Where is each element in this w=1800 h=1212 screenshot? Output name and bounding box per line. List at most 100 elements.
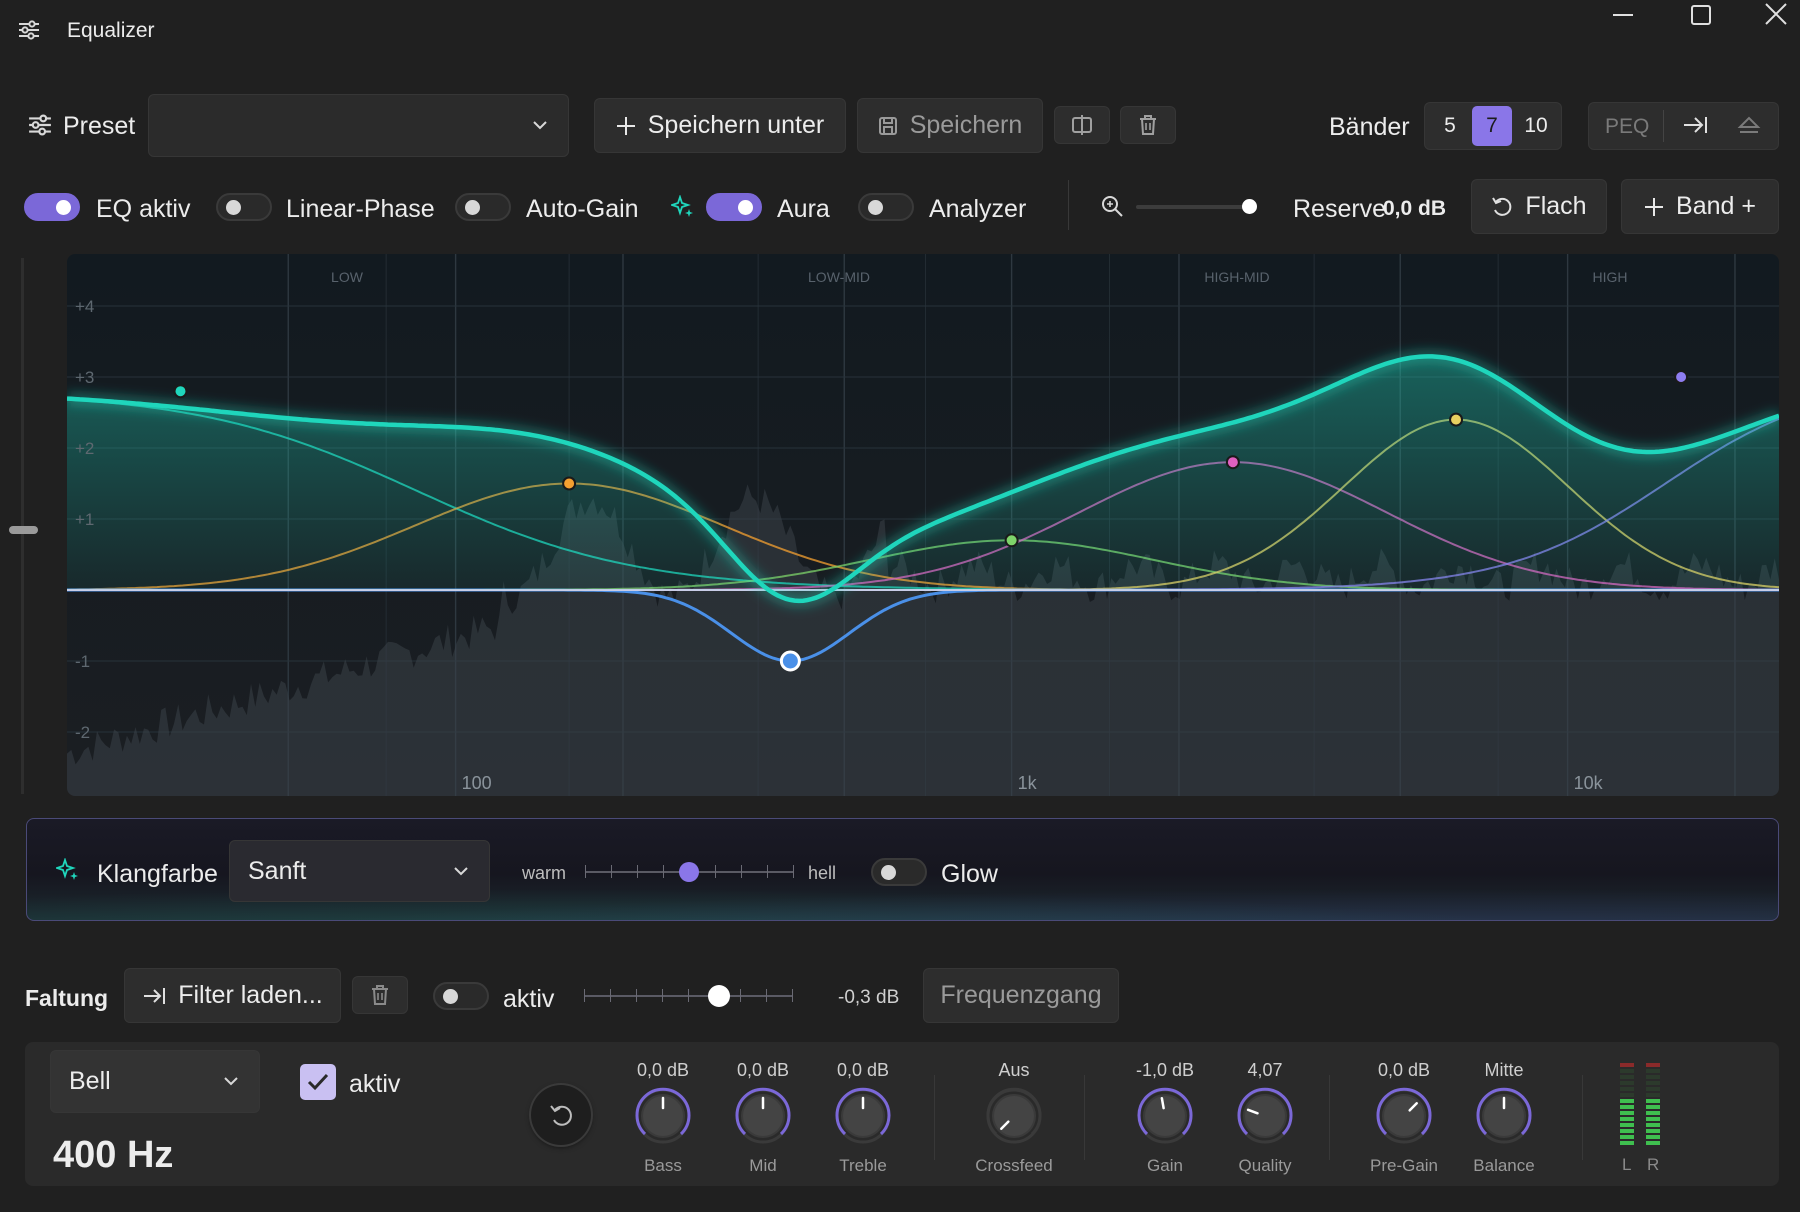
equalizer-settings-icon[interactable]	[18, 20, 40, 40]
band-handle-3[interactable]	[779, 650, 801, 672]
meter-segment	[1620, 1117, 1634, 1121]
knob-value: Aus	[998, 1060, 1030, 1080]
compare-button[interactable]	[1054, 106, 1110, 144]
band-handle-4[interactable]	[1004, 533, 1019, 548]
delete-filter-button[interactable]	[352, 976, 408, 1014]
x-tick-label: 10k	[1574, 773, 1604, 793]
knob-value: 0,0 dB	[636, 1060, 690, 1080]
close-icon	[1765, 3, 1787, 25]
total-curve	[67, 354, 1779, 604]
slider-tick	[741, 865, 742, 878]
zoom-slider-thumb[interactable]	[1242, 199, 1257, 214]
maximize-button[interactable]	[1685, 0, 1715, 30]
band-active-checkbox[interactable]	[300, 1064, 336, 1100]
timbre-dropdown[interactable]: Sanft	[229, 840, 490, 902]
band-count-7[interactable]: 7	[1472, 106, 1512, 146]
band-reset-button[interactable]	[531, 1085, 591, 1145]
y-tick-label: -1	[75, 652, 90, 671]
save-as-label: Speichern unter	[647, 111, 825, 139]
preset-dropdown[interactable]	[148, 94, 569, 157]
frequency-response-button[interactable]: Frequenzgang	[923, 968, 1119, 1023]
flat-button[interactable]: Flach	[1471, 179, 1607, 234]
glow-toggle[interactable]	[871, 858, 927, 886]
band-handle-5[interactable]	[1225, 455, 1240, 470]
zoom-slider[interactable]	[1136, 199, 1257, 214]
window-title: Equalizer	[67, 19, 155, 42]
save-button[interactable]: Speichern	[857, 98, 1043, 153]
meter-segment	[1646, 1063, 1660, 1067]
bands-label: Bänder	[1329, 113, 1410, 141]
filter-type-dropdown[interactable]: Bell	[50, 1050, 260, 1113]
timbre-label: Klangfarbe	[97, 860, 218, 888]
eq-graph[interactable]: LOW LOW-MID HIGH-MID HIGH +4 +3 +2 +1 -1 -2 100 1k 1…	[67, 254, 1779, 796]
knob-divider	[934, 1075, 935, 1160]
eq-active-toggle[interactable]	[24, 193, 80, 221]
save-as-button[interactable]: Speichern unter	[594, 98, 846, 153]
band-count-5[interactable]: 5	[1444, 114, 1456, 137]
timbre-warm-label: warm	[522, 863, 566, 883]
band-count-10[interactable]: 10	[1524, 114, 1548, 137]
eq-graph-canvas[interactable]: LOW LOW-MID HIGH-MID HIGH +4 +3 +2 +1 -1 -2 100 1k 1…	[67, 254, 1779, 796]
knob-name: Gain	[1147, 1156, 1183, 1175]
meter-segment	[1620, 1093, 1634, 1097]
knob-crossfeed[interactable]	[984, 1086, 1044, 1146]
band-frequency[interactable]: 400 Hz	[53, 1134, 174, 1176]
export-arrow-icon[interactable]	[1682, 114, 1708, 136]
knob-bass[interactable]	[633, 1086, 693, 1146]
undo-icon	[550, 1105, 572, 1126]
knob-value: 0,0 dB	[736, 1060, 790, 1080]
slider-tick	[610, 989, 611, 1002]
chevron-down-icon	[533, 121, 547, 130]
trash-icon	[372, 985, 388, 1005]
minimize-button[interactable]	[1608, 0, 1638, 30]
import-arrow-icon	[144, 987, 166, 1004]
knob-gain[interactable]	[1135, 1086, 1195, 1146]
band-handle-7[interactable]	[1674, 370, 1689, 384]
delete-preset-button[interactable]	[1120, 106, 1176, 144]
knob-divider	[1329, 1075, 1330, 1160]
close-button[interactable]	[1760, 0, 1792, 32]
meter-segment	[1620, 1111, 1634, 1115]
checkmark-icon	[307, 1073, 329, 1091]
glow-label: Glow	[941, 860, 998, 888]
meter-segment	[1620, 1081, 1634, 1085]
load-filter-label: Filter laden...	[178, 981, 323, 1009]
eject-icon[interactable]	[1737, 114, 1761, 136]
knob-name: Balance	[1473, 1156, 1535, 1175]
convolution-active-toggle[interactable]	[433, 982, 489, 1010]
knob-quality[interactable]	[1235, 1086, 1295, 1146]
knob-pre-gain[interactable]	[1374, 1086, 1434, 1146]
meter-segment	[1646, 1099, 1660, 1103]
convolution-level-thumb[interactable]	[708, 985, 731, 1007]
meter-segment	[1646, 1123, 1660, 1127]
plus-icon	[1645, 197, 1664, 216]
knob-treble[interactable]	[833, 1086, 893, 1146]
peq-button[interactable]: PEQ	[1605, 115, 1650, 138]
meter-segment	[1646, 1111, 1660, 1115]
linear-phase-toggle[interactable]	[216, 193, 272, 221]
zoom-icon[interactable]	[1100, 194, 1124, 218]
add-band-button[interactable]: Band +	[1621, 179, 1779, 234]
meter-segment	[1646, 1135, 1660, 1139]
analyzer-label: Analyzer	[929, 195, 1027, 223]
chevron-down-icon	[454, 867, 468, 876]
timbre-slider[interactable]	[585, 862, 794, 882]
band-active-label: aktiv	[349, 1070, 401, 1098]
load-filter-button[interactable]: Filter laden...	[124, 968, 341, 1023]
timbre-slider-thumb[interactable]	[679, 862, 699, 882]
title-bar: Equalizer	[0, 0, 1800, 60]
aura-toggle[interactable]	[706, 193, 762, 221]
band-handle-1[interactable]	[173, 384, 188, 399]
analyzer-toggle[interactable]	[858, 193, 914, 221]
timbre-value: Sanft	[248, 856, 307, 885]
slider-tick	[767, 865, 768, 878]
output-gain-slider-thumb[interactable]	[9, 526, 38, 534]
band-handle-6[interactable]	[1449, 412, 1464, 427]
knob-balance[interactable]	[1474, 1086, 1534, 1146]
meter-segment	[1646, 1105, 1660, 1109]
band-handle-2[interactable]	[562, 476, 577, 491]
convolution-level-slider[interactable]	[584, 985, 793, 1007]
auto-gain-toggle[interactable]	[455, 193, 511, 221]
convolution-active-label: aktiv	[503, 985, 555, 1013]
knob-mid[interactable]	[733, 1086, 793, 1146]
